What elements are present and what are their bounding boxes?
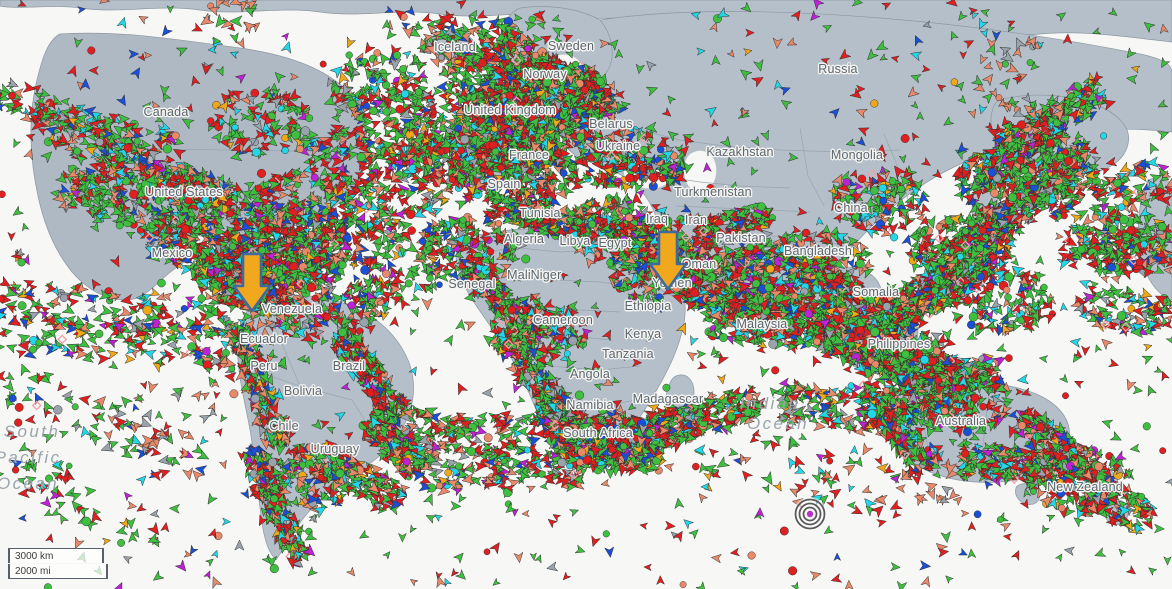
- vessel-traffic-map[interactable]: Canada United States Mexico Venezuela Ecuado…: [0, 0, 1172, 589]
